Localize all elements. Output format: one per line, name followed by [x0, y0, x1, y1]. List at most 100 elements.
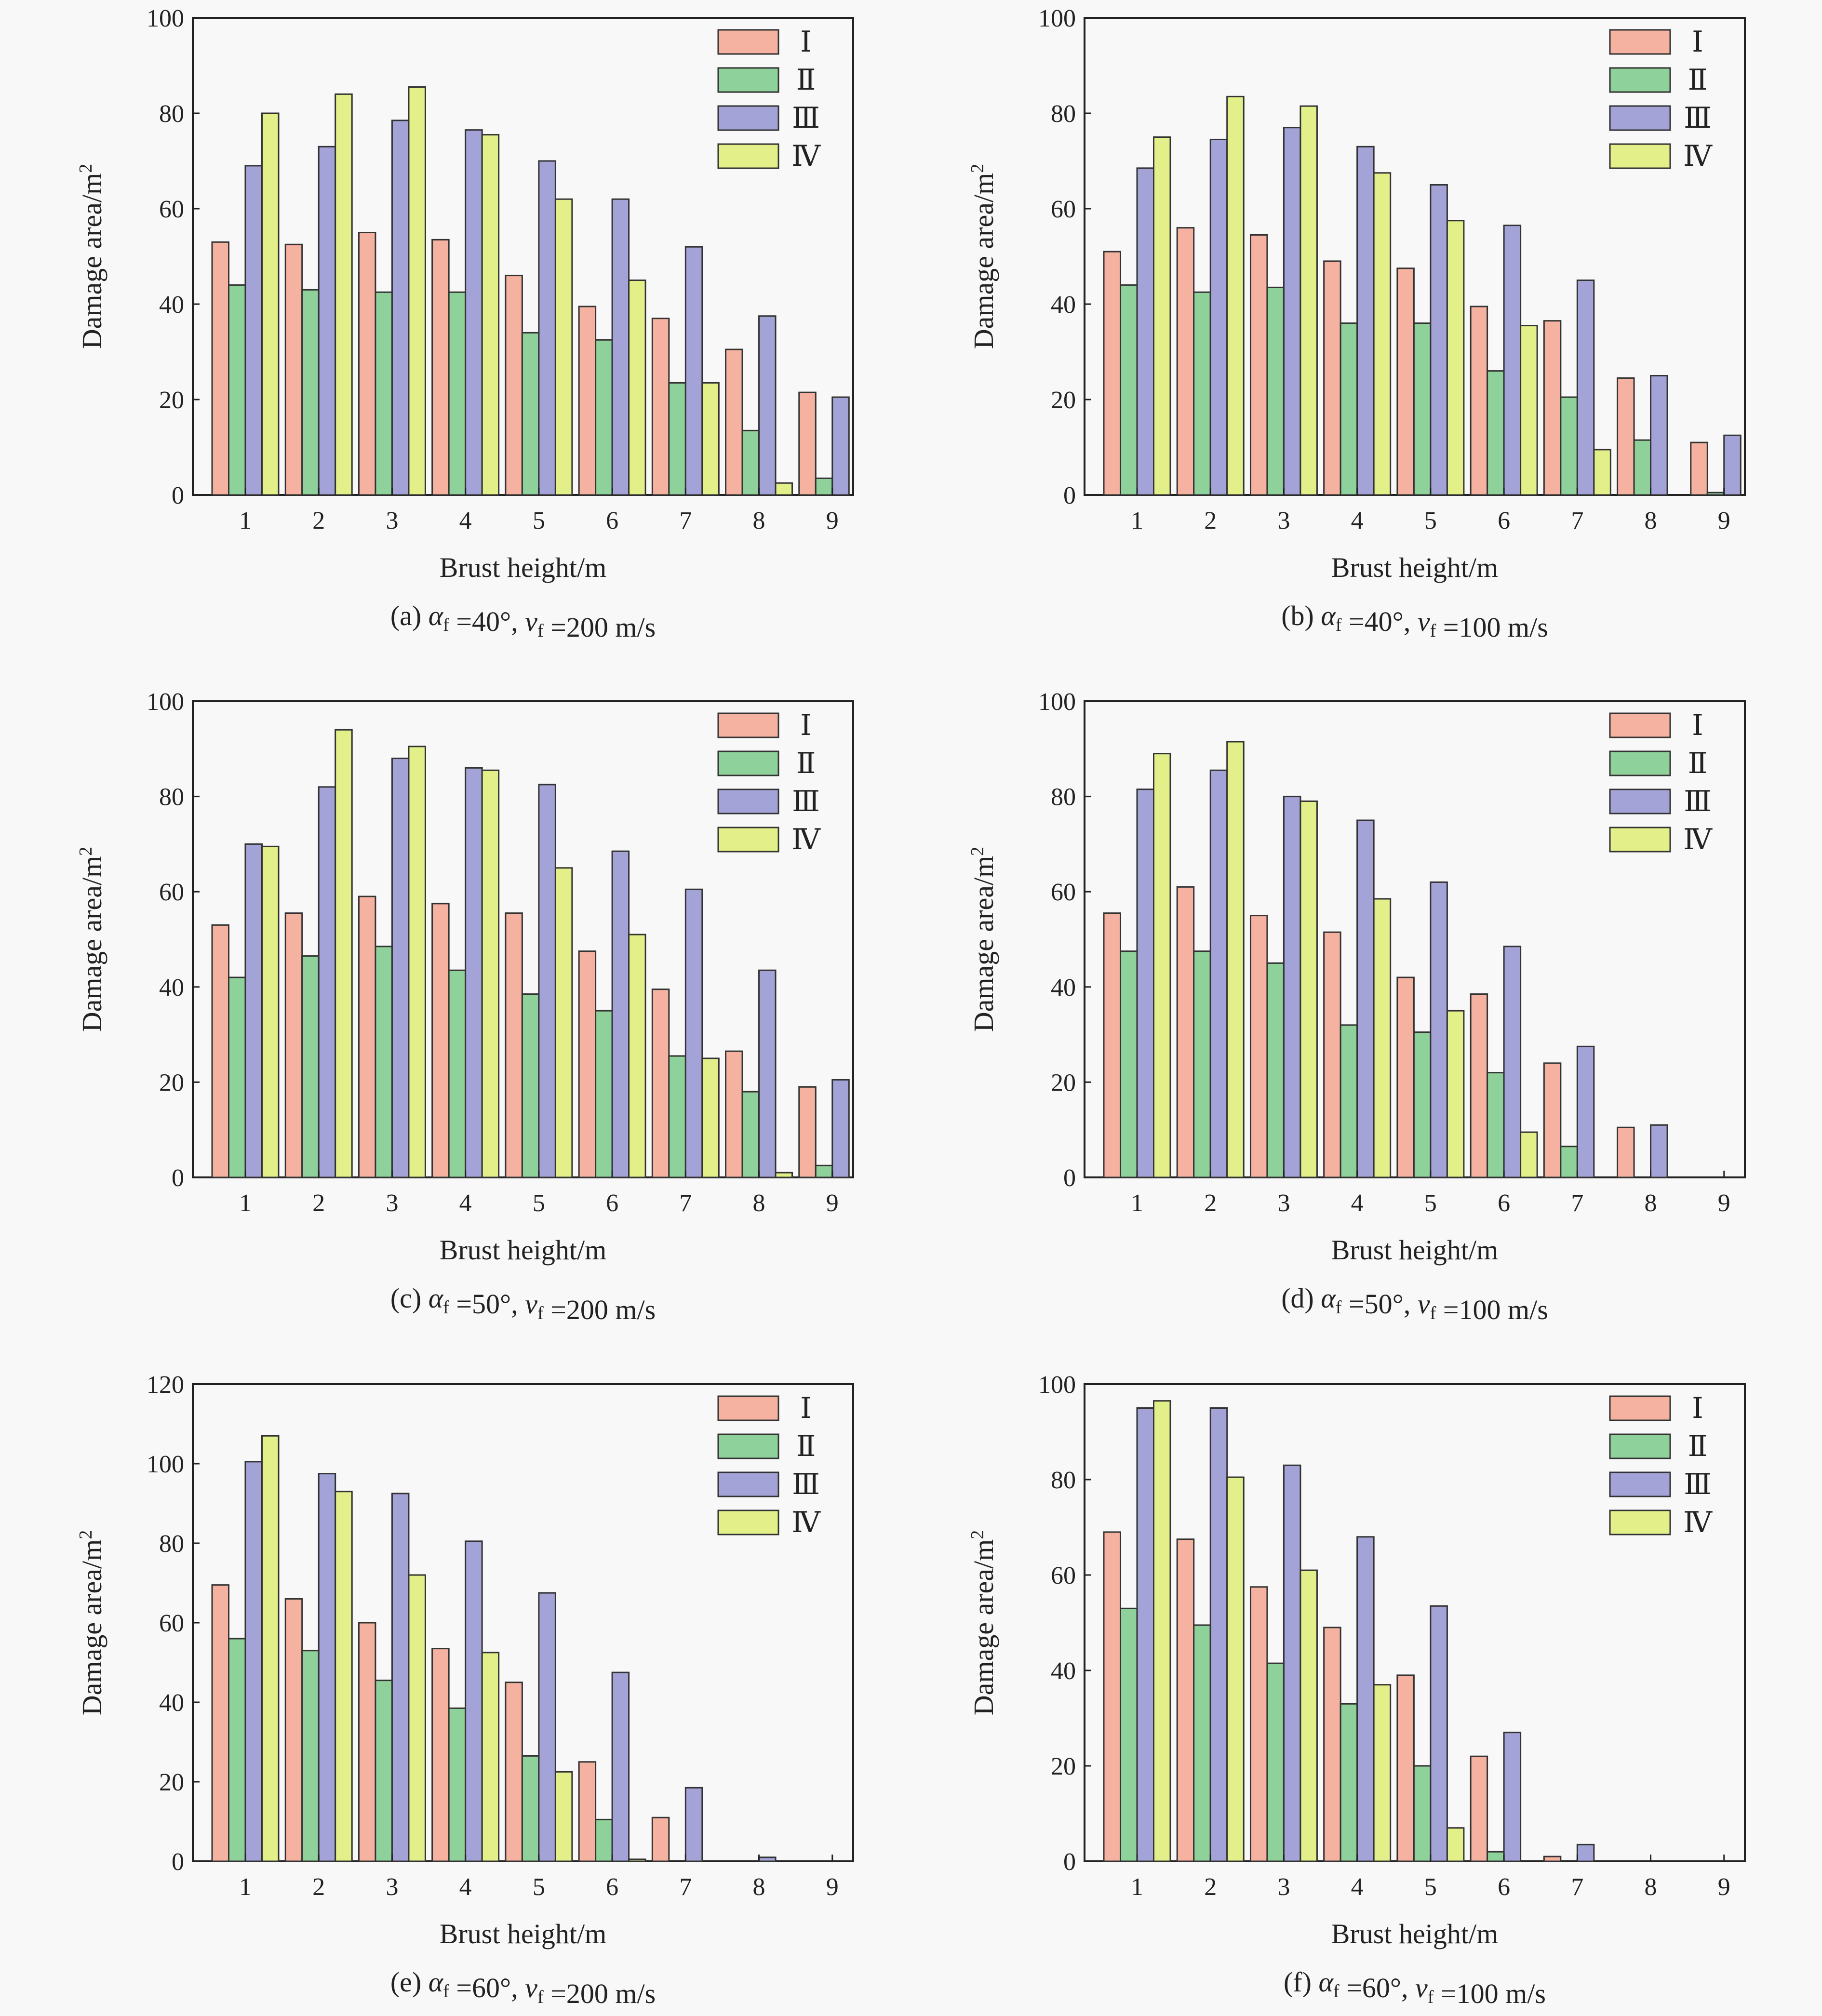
legend-swatch [1609, 1509, 1671, 1535]
x-tick-label: 1 [1131, 507, 1143, 534]
x-tick-label: 4 [459, 1873, 472, 1901]
chart-caption: (c) αf =50°, vf =200 m/s [390, 1282, 656, 1325]
y-tick-label: 120 [147, 1371, 184, 1399]
y-axis-label: Damage area/m2 [76, 847, 107, 1032]
y-tick-label: 20 [1051, 1753, 1076, 1780]
x-tick-label: 4 [459, 507, 472, 534]
x-tick-label: 3 [1277, 1873, 1290, 1901]
bar-series-1-cat-2 [1176, 886, 1195, 1178]
legend-label: Ⅳ [791, 140, 821, 172]
legend-label: Ⅲ [792, 786, 820, 817]
bar-series-2-cat-3 [375, 1680, 393, 1862]
legend-label: Ⅳ [791, 824, 821, 855]
legend-swatch [1609, 105, 1671, 131]
bar-series-1-cat-2 [1176, 227, 1195, 496]
bar-series-1-cat-7 [651, 1816, 670, 1862]
bar-series-3-cat-2 [318, 146, 336, 496]
x-tick-label: 6 [1498, 1873, 1510, 1901]
x-tick-label: 3 [386, 507, 398, 534]
bar-series-1-cat-4 [1323, 260, 1341, 496]
bar-series-1-cat-2 [284, 243, 303, 496]
x-tick-label: 8 [753, 1873, 765, 1901]
bar-series-1-cat-8 [1617, 377, 1635, 496]
legend-label: Ⅰ [800, 709, 812, 741]
y-tick-label: 60 [1051, 1562, 1076, 1589]
bar-series-1-cat-8 [1617, 1126, 1635, 1178]
bar-series-4-cat-4 [481, 769, 500, 1178]
legend-swatch [717, 1509, 779, 1535]
legend-swatch [717, 750, 779, 776]
bar-series-1-cat-6 [578, 306, 597, 496]
bar-series-1-cat-4 [431, 1648, 450, 1862]
legend-swatch [717, 1471, 779, 1497]
bar-series-2-cat-1 [228, 1638, 246, 1862]
bar-series-3-cat-6 [611, 198, 630, 496]
bar-series-1-cat-4 [431, 903, 450, 1178]
legend-swatch [1609, 827, 1671, 853]
x-tick-label: 2 [1204, 1189, 1217, 1217]
legend-label: Ⅲ [792, 1469, 820, 1500]
bar-series-2-cat-3 [1266, 286, 1285, 496]
y-tick-label: 80 [1051, 100, 1076, 128]
x-tick-label: 1 [239, 507, 252, 534]
bar-series-3-cat-5 [538, 160, 556, 496]
bar-series-2-cat-5 [521, 993, 540, 1178]
bar-series-2-cat-6 [595, 1010, 613, 1178]
bar-series-3-cat-1 [244, 165, 263, 496]
bar-series-2-cat-5 [521, 1755, 540, 1862]
bar-series-4-cat-5 [554, 1771, 573, 1862]
bar-series-3-cat-7 [1576, 1045, 1595, 1178]
x-tick-label: 9 [826, 1873, 839, 1901]
bar-series-2-cat-1 [1120, 284, 1138, 496]
x-tick-label: 3 [1277, 507, 1290, 534]
bar-series-4-cat-1 [1153, 753, 1171, 1178]
bar-series-1-cat-1 [1103, 251, 1121, 496]
x-tick-label: 9 [1718, 1189, 1730, 1217]
chart-panel-d: 0 20 40 60 80 100 1 2 3 4 5 6 7 8 9 Brust height/m Damag… [967, 688, 1746, 1325]
bar-series-2-cat-5 [1413, 1765, 1432, 1862]
bar-series-3-cat-3 [391, 1493, 410, 1862]
legend-label: Ⅱ [796, 64, 816, 96]
bar-series-2-cat-7 [668, 382, 686, 496]
bar-series-4-cat-4 [1373, 1684, 1392, 1862]
bar-series-2-cat-4 [1340, 322, 1358, 496]
legend-swatch [1609, 788, 1671, 814]
bar-series-3-cat-3 [391, 120, 410, 496]
legend-label: Ⅳ [1683, 1507, 1713, 1538]
bar-series-3-cat-1 [1136, 1407, 1154, 1862]
legend-label: Ⅰ [1692, 26, 1703, 58]
y-tick-label: 20 [1051, 387, 1076, 414]
x-axis-label: Brust height/m [1331, 1234, 1498, 1266]
bar-series-4-cat-8 [775, 482, 793, 496]
bar-series-3-cat-4 [1356, 1536, 1375, 1862]
bar-series-1-cat-1 [1103, 912, 1121, 1178]
legend-label: Ⅲ [1684, 786, 1712, 817]
x-tick-label: 5 [533, 1189, 545, 1217]
chart-panel-c: 0 20 40 60 80 100 1 2 3 4 5 6 7 8 9 Brust height/m Damag… [76, 688, 854, 1325]
y-tick-label: 40 [1051, 291, 1076, 319]
bar-series-3-cat-7 [1576, 280, 1595, 496]
y-tick-label: 20 [159, 387, 184, 414]
chart-panel-a: 0 20 40 60 80 100 1 2 3 4 5 6 7 8 9 Brust height/m Damag… [76, 5, 854, 643]
bar-series-2-cat-7 [668, 1055, 686, 1178]
bar-series-3-cat-5 [1430, 881, 1448, 1178]
y-tick-label: 0 [172, 1848, 184, 1876]
bar-series-2-cat-6 [595, 339, 613, 496]
bar-series-3-cat-8 [758, 315, 777, 496]
bar-series-4-cat-7 [701, 1057, 720, 1178]
y-tick-label: 60 [159, 1610, 184, 1637]
y-tick-label: 100 [147, 5, 184, 32]
x-tick-label: 1 [239, 1189, 252, 1217]
bar-series-3-cat-6 [611, 850, 630, 1178]
bar-series-4-cat-2 [335, 729, 353, 1178]
y-tick-label: 0 [1063, 1848, 1076, 1876]
bar-series-1-cat-5 [1396, 976, 1415, 1178]
x-tick-label: 9 [1718, 507, 1730, 534]
bar-series-2-cat-6 [595, 1818, 613, 1862]
bar-series-2-cat-8 [741, 1091, 760, 1178]
bar-series-3-cat-6 [1503, 225, 1522, 496]
bar-series-2-cat-9 [815, 1164, 833, 1178]
bar-series-2-cat-6 [1487, 370, 1505, 496]
bar-series-4-cat-2 [1226, 95, 1245, 496]
legend-swatch [1609, 1433, 1671, 1459]
